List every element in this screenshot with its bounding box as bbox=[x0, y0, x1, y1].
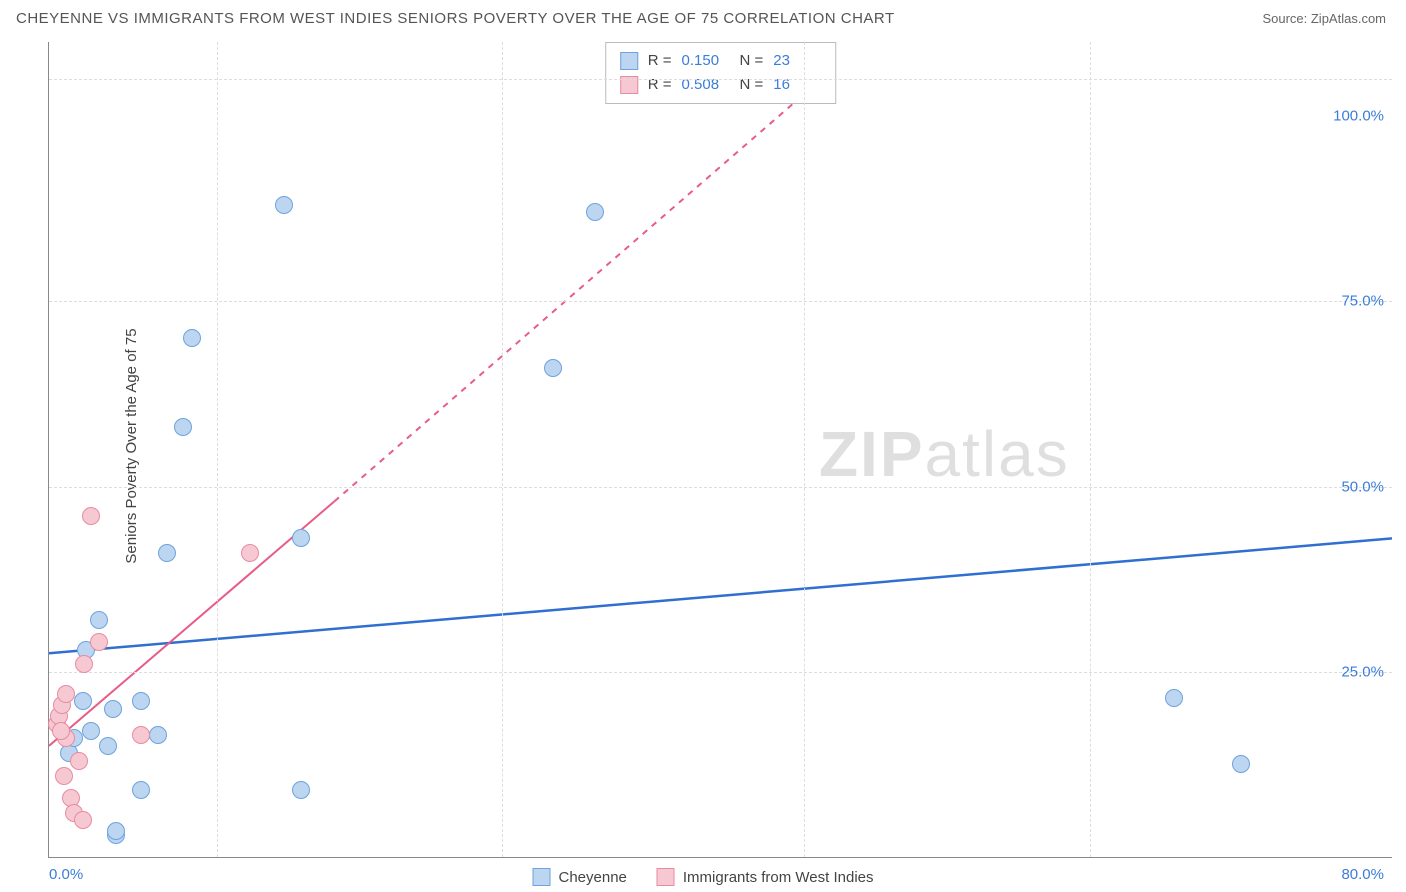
chart-header: CHEYENNE VS IMMIGRANTS FROM WEST INDIES … bbox=[0, 0, 1406, 35]
y-tick-label: 25.0% bbox=[1341, 663, 1384, 680]
data-point bbox=[90, 633, 108, 651]
data-point bbox=[586, 203, 604, 221]
data-point bbox=[292, 529, 310, 547]
gridline-vertical bbox=[804, 42, 805, 857]
n-label: N = bbox=[740, 49, 764, 73]
trend-line bbox=[334, 94, 804, 502]
stats-row: R = 0.508 N = 16 bbox=[620, 73, 822, 97]
data-point bbox=[52, 722, 70, 740]
data-point bbox=[82, 507, 100, 525]
data-point bbox=[132, 692, 150, 710]
legend-label: Immigrants from West Indies bbox=[683, 869, 874, 886]
gridline-horizontal bbox=[49, 672, 1392, 673]
data-point bbox=[149, 726, 167, 744]
r-value: 0.508 bbox=[682, 73, 730, 97]
chart-source: Source: ZipAtlas.com bbox=[1262, 11, 1386, 26]
n-value: 23 bbox=[773, 49, 821, 73]
stats-row: R = 0.150 N = 23 bbox=[620, 49, 822, 73]
legend-swatch bbox=[533, 868, 551, 886]
data-point bbox=[74, 811, 92, 829]
legend-swatch bbox=[657, 868, 675, 886]
y-tick-label: 75.0% bbox=[1341, 293, 1384, 310]
chart-title: CHEYENNE VS IMMIGRANTS FROM WEST INDIES … bbox=[16, 10, 895, 27]
data-point bbox=[183, 329, 201, 347]
data-point bbox=[158, 544, 176, 562]
series-legend: Cheyenne Immigrants from West Indies bbox=[533, 868, 874, 886]
x-tick-label: 0.0% bbox=[49, 866, 83, 883]
data-point bbox=[292, 781, 310, 799]
n-value: 16 bbox=[773, 73, 821, 97]
data-point bbox=[90, 611, 108, 629]
gridline-horizontal bbox=[49, 301, 1392, 302]
watermark-bold: ZIP bbox=[819, 418, 925, 490]
x-tick-label: 80.0% bbox=[1341, 866, 1384, 883]
gridline-vertical bbox=[217, 42, 218, 857]
n-label: N = bbox=[740, 73, 764, 97]
data-point bbox=[1232, 755, 1250, 773]
data-point bbox=[82, 722, 100, 740]
r-label: R = bbox=[648, 73, 672, 97]
r-label: R = bbox=[648, 49, 672, 73]
gridline-horizontal bbox=[49, 79, 1392, 80]
data-point bbox=[275, 196, 293, 214]
data-point bbox=[174, 418, 192, 436]
data-point bbox=[55, 767, 73, 785]
data-point bbox=[104, 700, 122, 718]
data-point bbox=[132, 726, 150, 744]
correlation-stats-box: R = 0.150 N = 23 R = 0.508 N = 16 bbox=[605, 42, 837, 104]
gridline-vertical bbox=[1090, 42, 1091, 857]
y-tick-label: 100.0% bbox=[1333, 108, 1384, 125]
data-point bbox=[57, 685, 75, 703]
data-point bbox=[544, 359, 562, 377]
watermark-light: atlas bbox=[925, 418, 1070, 490]
legend-item: Immigrants from West Indies bbox=[657, 868, 874, 886]
data-point bbox=[70, 752, 88, 770]
data-point bbox=[75, 655, 93, 673]
data-point bbox=[1165, 689, 1183, 707]
r-value: 0.150 bbox=[682, 49, 730, 73]
series-swatch bbox=[620, 52, 638, 70]
data-point bbox=[107, 822, 125, 840]
y-tick-label: 50.0% bbox=[1341, 478, 1384, 495]
data-point bbox=[241, 544, 259, 562]
legend-label: Cheyenne bbox=[559, 869, 627, 886]
chart-plot-area: ZIPatlas R = 0.150 N = 23 R = 0.508 N = … bbox=[48, 42, 1392, 858]
watermark: ZIPatlas bbox=[819, 417, 1070, 491]
gridline-vertical bbox=[502, 42, 503, 857]
data-point bbox=[99, 737, 117, 755]
data-point bbox=[132, 781, 150, 799]
legend-item: Cheyenne bbox=[533, 868, 627, 886]
data-point bbox=[74, 692, 92, 710]
gridline-horizontal bbox=[49, 487, 1392, 488]
trend-lines bbox=[49, 42, 1392, 857]
